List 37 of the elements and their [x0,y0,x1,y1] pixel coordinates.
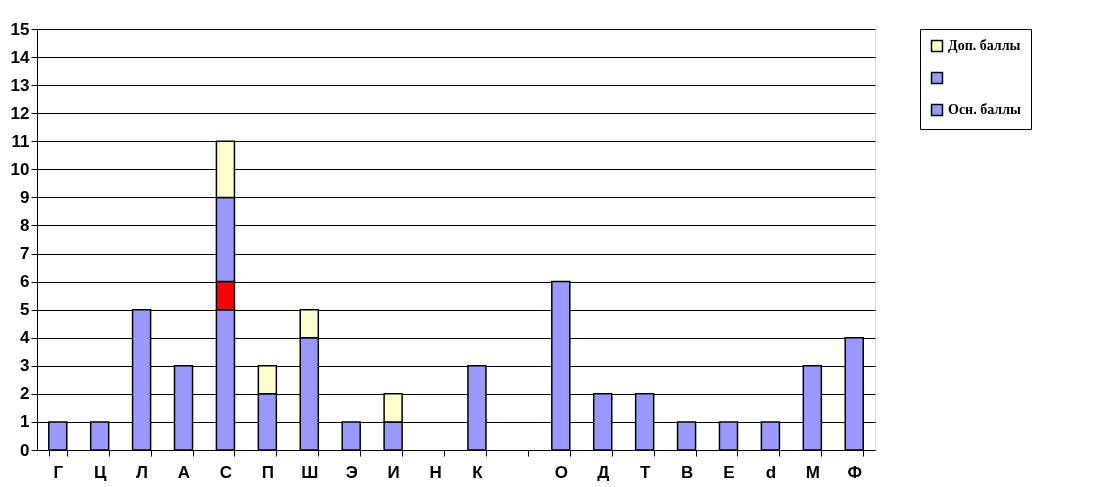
y-tick-label: 0 [20,440,30,460]
x-tick-label: В [680,462,694,482]
y-tick-label: 13 [10,75,30,95]
x-tick-label: М [805,462,820,482]
legend-label: Доп. баллы [948,38,1021,53]
y-tick-label: 10 [10,159,30,179]
y-tick-label: 4 [20,328,31,348]
y-tick-label: 7 [20,244,30,264]
y-tick-label: 9 [20,187,30,207]
y-tick-label: 1 [20,412,30,432]
x-tick-label: О [554,462,568,482]
y-tick-label: 14 [10,47,31,67]
x-tick-label: Т [639,462,651,482]
x-tick-label: С [219,462,233,482]
x-tick-label: П [261,462,274,482]
y-tick-label: 6 [20,272,30,292]
x-tick-label: Г [53,462,64,482]
x-tick-label: Э [345,462,358,482]
x-tick-label: d [765,462,777,482]
x-tick-label: К [472,462,484,482]
x-tick-label: И [387,462,400,482]
legend-label: Осн. баллы [948,102,1021,117]
y-tick-label: 15 [10,19,30,39]
x-tick-label: Н [429,462,442,482]
y-tick-label: 8 [20,215,30,235]
y-tick-label: 3 [20,356,30,376]
y-tick-label: 12 [10,103,30,123]
x-tick-label: Ц [93,462,107,482]
y-tick-label: 2 [20,384,30,404]
x-tick-label: Ш [301,462,319,482]
x-tick-label: Е [723,462,735,482]
x-tick-label: Ф [847,462,863,482]
x-tick-label: Д [597,462,610,482]
y-tick-label: 5 [20,300,30,320]
y-tick-label: 11 [11,131,30,151]
x-tick-label: Л [136,462,149,482]
x-tick-label: А [177,462,191,482]
